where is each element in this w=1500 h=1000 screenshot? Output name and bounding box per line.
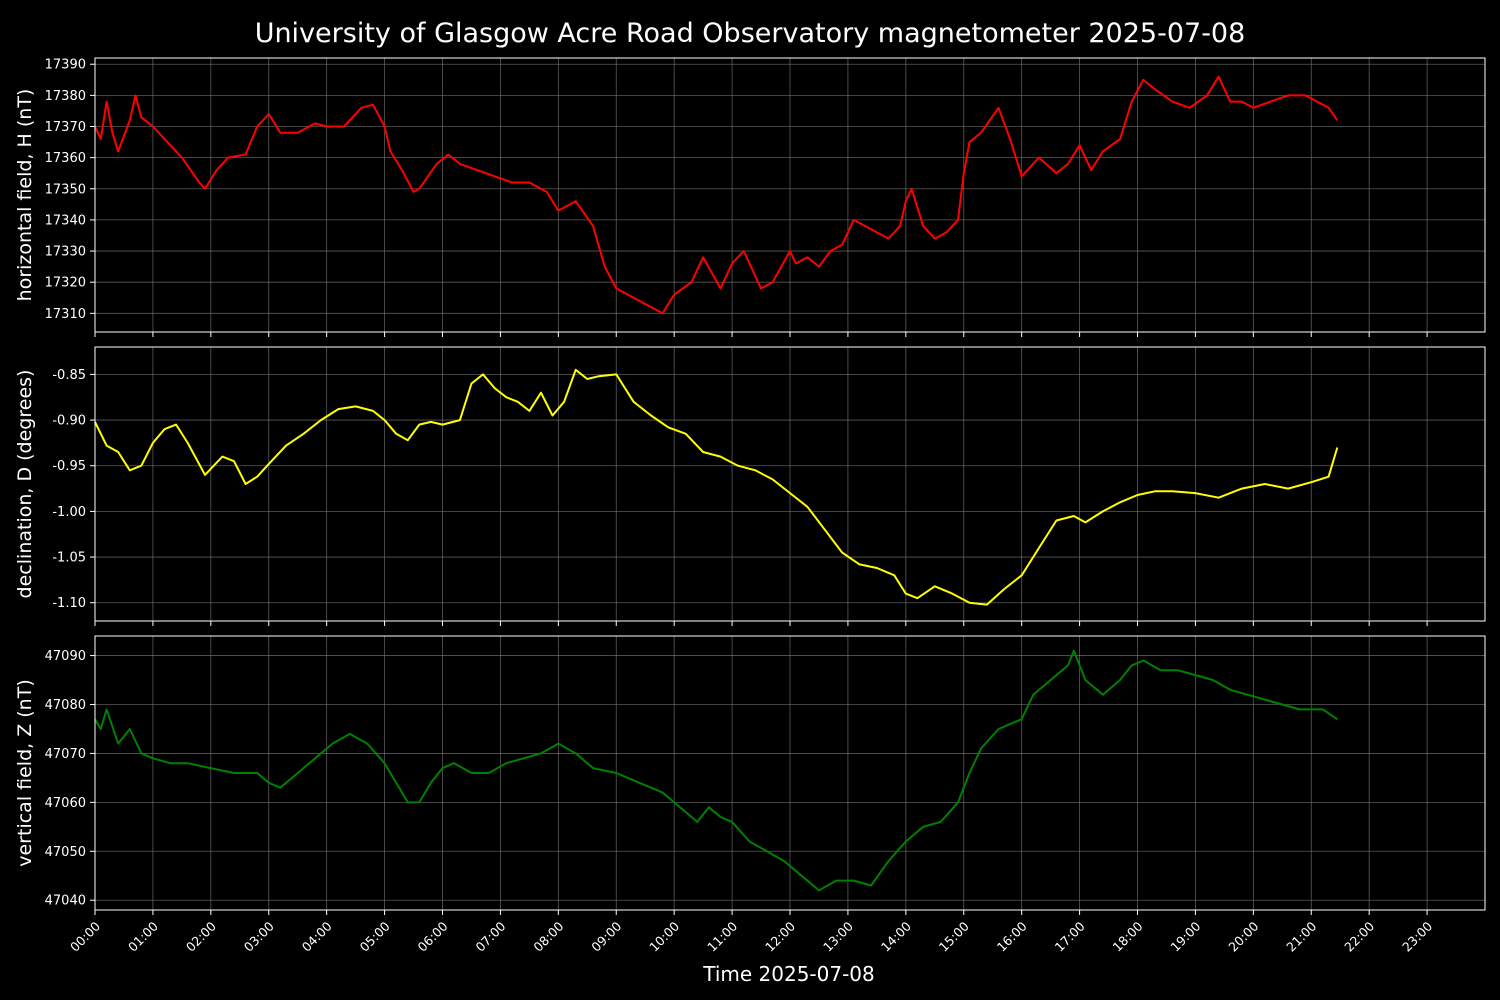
y-tick-label: 17370 [45, 120, 86, 135]
x-tick-label: 14:00 [878, 918, 914, 954]
x-axis-label: Time 2025-07-08 [702, 962, 875, 986]
x-tick-label: 21:00 [1283, 918, 1319, 954]
y-tick-label: 47090 [45, 649, 86, 664]
panel-1: 17310 17320 17330 17340 17350 17360 17370 17380… [14, 57, 1486, 337]
y-tick-label: 47060 [45, 796, 86, 811]
y-tick-label: 17360 [45, 151, 86, 166]
y-tick-label: -0.85 [52, 368, 86, 383]
y-axis-label-2: declination, D (degrees) [14, 370, 36, 599]
x-tick-label: 18:00 [1110, 918, 1146, 954]
y-tick-label: -0.95 [52, 459, 86, 474]
x-tick-label: 02:00 [183, 918, 219, 954]
y-tick-label: -0.90 [52, 414, 86, 429]
x-tick-label: 23:00 [1399, 918, 1435, 954]
y-tick-label: 17330 [45, 245, 86, 260]
y-tick-label: 47070 [45, 747, 86, 762]
x-tick-label: 00:00 [67, 918, 103, 954]
y-tick-label: 47050 [45, 845, 86, 860]
x-tick-label: 01:00 [125, 918, 161, 954]
series-line-2 [94, 368, 1339, 606]
y-tick-label: 17390 [45, 58, 86, 73]
x-tick-label: 03:00 [241, 918, 277, 954]
x-tick-label: 13:00 [820, 918, 856, 954]
y-tick-label: 17350 [45, 182, 86, 197]
x-tick-label: 07:00 [472, 918, 508, 954]
y-tick-label: -1.00 [52, 505, 86, 520]
y-axis-label-3: vertical field, Z (nT) [14, 679, 36, 867]
x-tick-label: 15:00 [936, 918, 972, 954]
panel-2: -1.10 -1.05 -1.00 -0.95 -0.90 -0.85 declinatio… [14, 346, 1486, 626]
y-tick-label: 17310 [45, 307, 86, 322]
y-tick-label: 17320 [45, 276, 86, 291]
x-tick-label: 20:00 [1225, 918, 1261, 954]
y-tick-label: -1.10 [52, 596, 86, 611]
y-tick-label: 17340 [45, 213, 86, 228]
series-line-1 [94, 75, 1339, 315]
x-tick-label: 12:00 [762, 918, 798, 954]
x-tick-label: 10:00 [646, 918, 682, 954]
x-tick-label: 05:00 [357, 918, 393, 954]
chart-title: University of Glasgow Acre Road Observat… [255, 18, 1246, 49]
x-tick-label: 08:00 [530, 918, 566, 954]
x-tick-label: 06:00 [415, 918, 451, 954]
y-tick-label: 47040 [45, 894, 86, 909]
x-tick-label: 17:00 [1052, 918, 1088, 954]
panel-3: 47040 47050 47060 47070 47080 47090 vertical f… [14, 635, 1486, 915]
y-tick-label: 47080 [45, 698, 86, 713]
x-tick-label: 19:00 [1167, 918, 1203, 954]
x-tick-label: 09:00 [588, 918, 624, 954]
x-tick-label: 22:00 [1341, 918, 1377, 954]
y-axis-label-1: horizontal field, H (nT) [14, 89, 36, 302]
series-line-3 [94, 649, 1338, 892]
x-tick-label: 16:00 [994, 918, 1030, 954]
x-tick-label: 11:00 [704, 918, 740, 954]
x-tick-label: 04:00 [299, 918, 335, 954]
y-tick-label: 17380 [45, 89, 86, 104]
y-tick-label: -1.05 [52, 551, 86, 566]
